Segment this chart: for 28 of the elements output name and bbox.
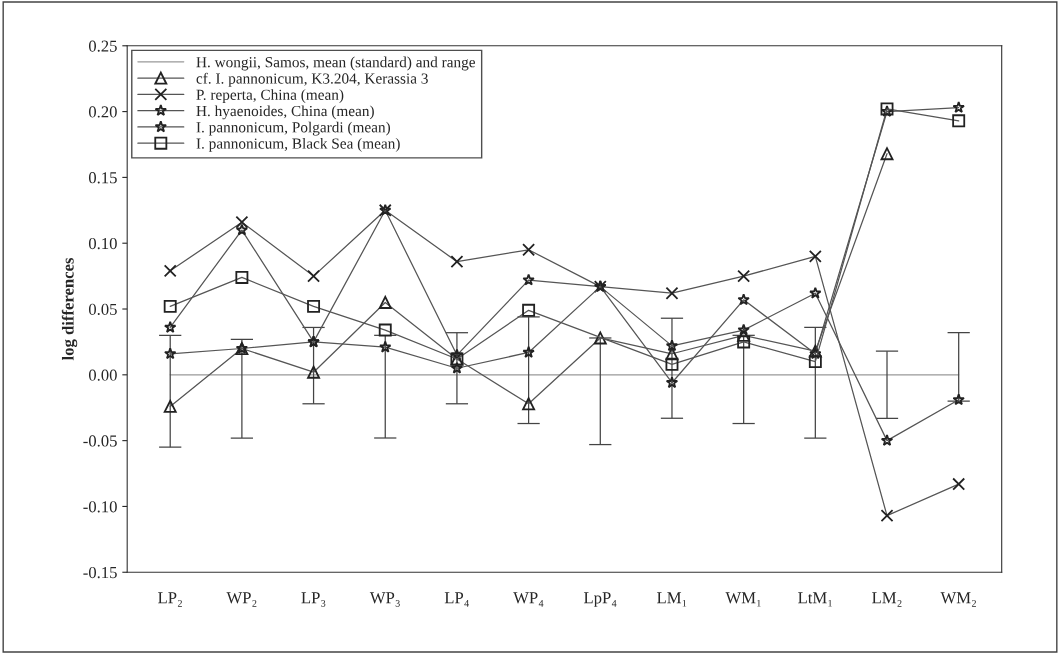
x-tick-label: LpP₄ xyxy=(583,592,617,607)
legend-label: H. wongii, Samos, mean (standard) and range xyxy=(196,56,476,71)
y-tick-label: -0.05 xyxy=(83,435,117,447)
y-tick-label: 0.00 xyxy=(88,369,117,381)
x-tick-label: WM₁ xyxy=(725,592,761,607)
x-tick-label: LP₂ xyxy=(158,592,182,607)
legend-label: H. hyaenoides, China (mean) xyxy=(196,105,374,120)
legend-label: I. pannonicum, Polgardi (mean) xyxy=(196,121,391,136)
x-tick-label: LM₁ xyxy=(657,592,687,607)
x-tick-label: WM₂ xyxy=(940,592,976,607)
legend-label: cf. I. pannonicum, K3.204, Kerassia 3 xyxy=(196,72,428,87)
y-tick-label: -0.15 xyxy=(83,566,117,579)
y-tick-label: 0.20 xyxy=(88,106,117,118)
y-tick-label: 0.25 xyxy=(88,40,117,52)
legend-label: P. reperta, China (mean) xyxy=(196,89,344,104)
y-tick-label: 0.15 xyxy=(88,172,117,184)
y-tick-label: 0.05 xyxy=(88,303,117,316)
x-tick-label: LM₂ xyxy=(872,592,902,607)
x-tick-label: WP₄ xyxy=(513,592,544,607)
x-tick-label: LP₄ xyxy=(444,592,469,607)
x-tick-label: WP₂ xyxy=(226,592,257,607)
legend-label: I. pannonicum, Black Sea (mean) xyxy=(196,137,400,152)
y-axis-title: log differences xyxy=(61,257,78,361)
y-tick-label: -0.10 xyxy=(83,501,117,513)
x-tick-label: WP₃ xyxy=(369,592,400,607)
y-tick-label: 0.10 xyxy=(88,237,117,250)
x-tick-label: LP₃ xyxy=(301,592,326,607)
x-tick-label: LtM₁ xyxy=(798,592,832,607)
